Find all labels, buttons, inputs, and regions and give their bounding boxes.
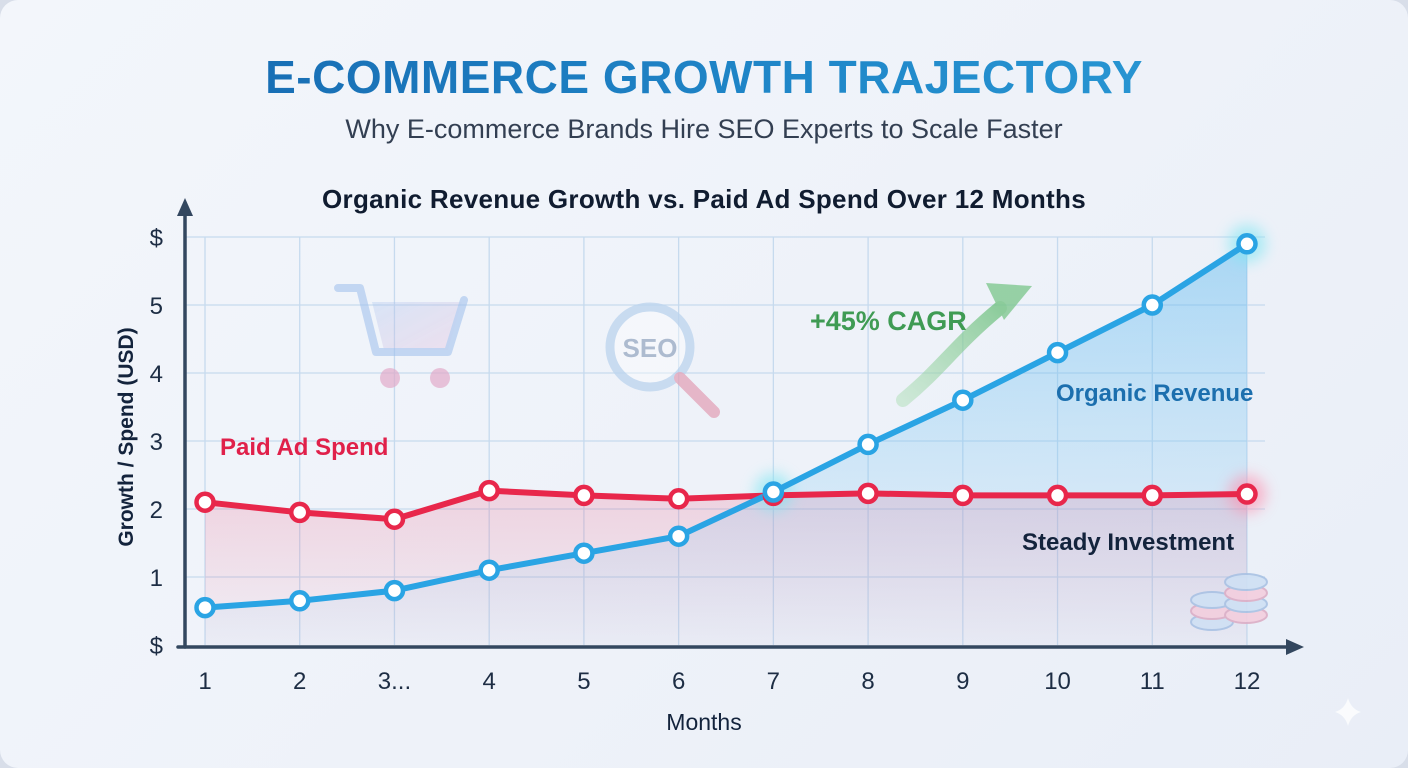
x-tick-label: 8 [861, 668, 874, 695]
page-subtitle: Why E-commerce Brands Hire SEO Experts t… [345, 114, 1063, 144]
x-tick-label: 5 [577, 668, 590, 695]
data-point [667, 488, 690, 510]
data-point [1236, 233, 1258, 255]
organic-revenue-label: Organic Revenue [1056, 380, 1254, 407]
data-point [1141, 484, 1164, 507]
x-tick-label: 9 [956, 668, 969, 695]
y-tick-label: $ [150, 633, 163, 660]
x-tick-label: 11 [1140, 668, 1165, 695]
series-markers [194, 233, 1258, 619]
data-point [1046, 341, 1069, 364]
y-tick-label: 4 [150, 361, 163, 388]
y-tick-label: 2 [150, 497, 163, 524]
paid-ad-spend-line [202, 487, 1250, 523]
data-point [194, 491, 216, 513]
data-point [1236, 483, 1258, 505]
data-point [194, 596, 216, 619]
data-point [667, 525, 690, 547]
y-tick-label: 5 [150, 293, 163, 320]
data-point [383, 508, 406, 530]
chart-title: Organic Revenue Growth vs. Paid Ad Spend… [322, 184, 1086, 214]
y-axis-label: Growth / Spend (USD) [115, 327, 138, 547]
x-tick-label: 12 [1234, 668, 1261, 695]
cagr-annotation: +45% CAGR [810, 306, 967, 336]
data-point [857, 482, 879, 505]
x-tick-label: 10 [1044, 668, 1071, 695]
data-point [573, 484, 595, 507]
data-point [857, 433, 879, 456]
organic-area-fill [205, 243, 1247, 646]
chart-area-fills [205, 243, 1247, 646]
seo-icon-label: SEO [623, 333, 678, 363]
y-tick-label: 3 [150, 429, 163, 456]
x-tick-label: 4 [483, 668, 496, 695]
page-title: E-COMMERCE GROWTH TRAJECTORY [0, 50, 1408, 104]
data-point [762, 481, 785, 503]
y-axis [177, 198, 193, 649]
paid-ad-spend-label: Paid Ad Spend [220, 434, 389, 461]
x-tick-label: 6 [672, 668, 685, 695]
data-point [288, 501, 311, 524]
data-point [383, 579, 406, 602]
data-point [1046, 484, 1069, 507]
steady-investment-label: Steady Investment [1022, 529, 1235, 556]
y-tick-label: 1 [150, 565, 163, 592]
coins-icon [1190, 573, 1268, 631]
organic-revenue-line [202, 240, 1250, 611]
data-point [952, 389, 974, 411]
x-tick-label: 3... [378, 668, 411, 695]
shopping-cart-icon [334, 284, 468, 388]
x-axis [176, 639, 1304, 655]
data-point [573, 542, 595, 564]
data-point [478, 559, 500, 581]
sparkle-icon [1335, 698, 1361, 726]
x-axis-label: Months [666, 709, 742, 735]
x-tick-label: 1 [198, 668, 211, 695]
data-point [952, 484, 974, 507]
y-tick-label: $ [150, 225, 163, 252]
seo-magnifier-icon: SEO [605, 302, 720, 418]
series-lines [202, 240, 1250, 611]
data-point [1141, 294, 1164, 316]
data-point [478, 479, 500, 502]
x-tick-label: 7 [767, 668, 780, 695]
growth-arrow-icon [896, 283, 1032, 407]
data-point [288, 590, 311, 612]
x-tick-label: 2 [293, 668, 306, 695]
